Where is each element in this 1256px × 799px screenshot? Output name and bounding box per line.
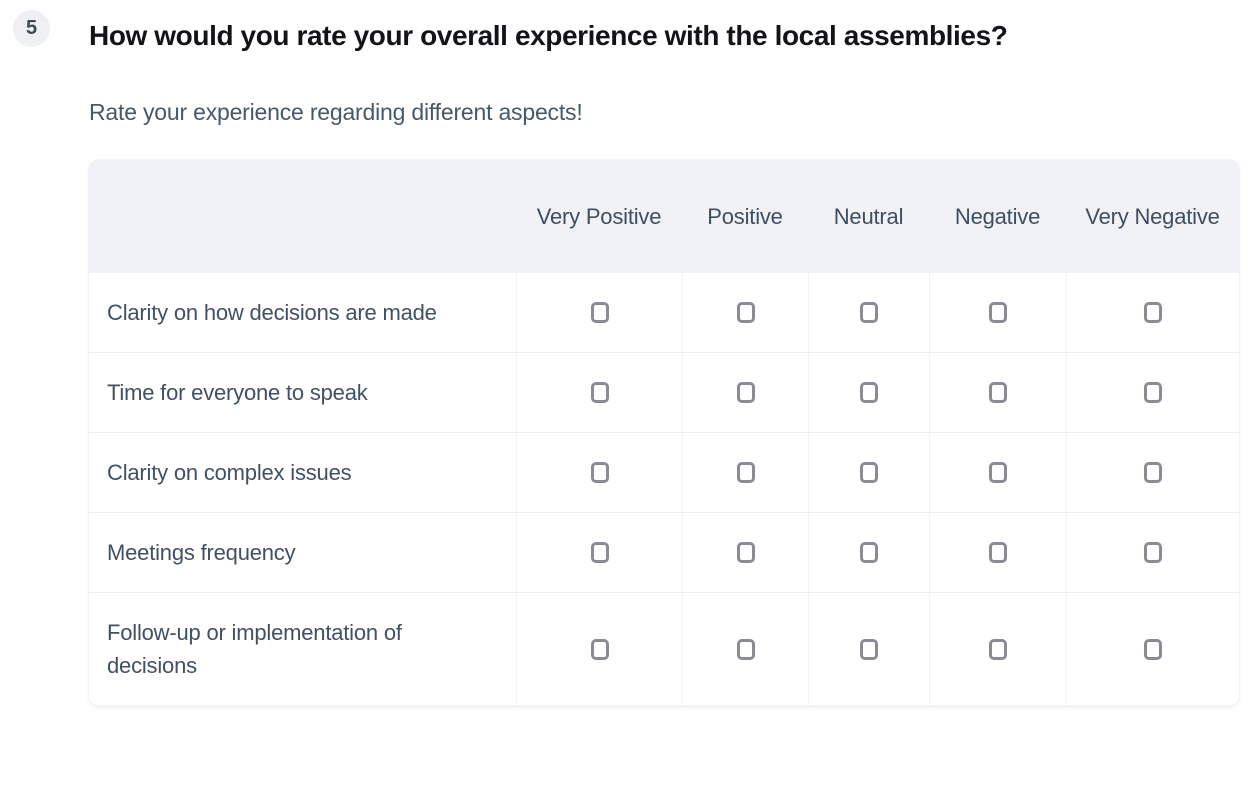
checkbox-row-2-col-2[interactable]: [860, 462, 878, 483]
matrix-corner-cell: [89, 160, 516, 273]
question-title: How would you rate your overall experien…: [89, 20, 1008, 51]
question-number-badge: 5: [13, 10, 50, 47]
checkbox-row-4-col-3[interactable]: [989, 638, 1007, 660]
checkbox-row-1-col-4[interactable]: [1144, 382, 1162, 403]
row-label: Clarity on how decisions are made: [89, 273, 516, 352]
checkbox-row-0-col-2[interactable]: [860, 302, 878, 323]
checkbox-row-2-col-0[interactable]: [590, 462, 609, 483]
matrix-cell: [808, 273, 929, 352]
checkbox-row-1-col-2[interactable]: [860, 382, 878, 403]
matrix-cell: [1066, 432, 1239, 512]
checkbox-row-3-col-1[interactable]: [736, 542, 755, 563]
question-block: How would you rate your overall experien…: [89, 0, 1256, 705]
matrix-cell: [808, 512, 929, 592]
matrix-cell: [808, 352, 929, 432]
matrix-cell: [682, 352, 808, 432]
column-header-negative: Negative: [929, 160, 1066, 273]
column-header-positive: Positive: [682, 160, 808, 273]
checkbox-row-4-col-1[interactable]: [736, 638, 755, 660]
matrix-cell: [682, 592, 808, 705]
matrix-row: Meetings frequency: [89, 512, 1239, 592]
matrix-cell: [1066, 352, 1239, 432]
checkbox-row-4-col-4[interactable]: [1144, 638, 1162, 660]
matrix-cell: [929, 352, 1066, 432]
matrix-cell: [682, 432, 808, 512]
column-header-very-negative: Very Negative: [1066, 160, 1239, 273]
matrix-cell: [682, 512, 808, 592]
checkbox-row-0-col-1[interactable]: [736, 302, 755, 323]
checkbox-row-2-col-3[interactable]: [989, 462, 1007, 483]
matrix-cell: [808, 592, 929, 705]
checkbox-row-2-col-1[interactable]: [736, 462, 755, 483]
column-header-neutral: Neutral: [808, 160, 929, 273]
checkbox-row-3-col-0[interactable]: [590, 542, 609, 563]
matrix-cell: [929, 432, 1066, 512]
matrix-row: Clarity on complex issues: [89, 432, 1239, 512]
matrix-cell: [929, 273, 1066, 352]
matrix-cell: [516, 592, 682, 705]
matrix-cell: [516, 432, 682, 512]
matrix-cell: [516, 512, 682, 592]
matrix-row: Clarity on how decisions are made: [89, 273, 1239, 352]
matrix-cell: [1066, 273, 1239, 352]
checkbox-row-3-col-3[interactable]: [989, 542, 1007, 563]
matrix-header-row: Very Positive Positive Neutral Negative …: [89, 160, 1239, 273]
question-subtitle: Rate your experience regarding different…: [89, 99, 583, 125]
matrix-cell: [516, 352, 682, 432]
matrix-cell: [516, 273, 682, 352]
matrix-cell: [808, 432, 929, 512]
matrix-cell: [682, 273, 808, 352]
matrix-cell: [1066, 512, 1239, 592]
checkbox-row-1-col-1[interactable]: [736, 382, 755, 403]
checkbox-row-3-col-2[interactable]: [860, 542, 878, 563]
rating-matrix-table: Very Positive Positive Neutral Negative …: [89, 160, 1239, 705]
checkbox-row-1-col-3[interactable]: [989, 382, 1007, 403]
checkbox-row-2-col-4[interactable]: [1144, 462, 1162, 483]
rating-matrix-container: Very Positive Positive Neutral Negative …: [89, 160, 1239, 705]
matrix-cell: [929, 592, 1066, 705]
matrix-row: Time for everyone to speak: [89, 352, 1239, 432]
checkbox-row-0-col-3[interactable]: [989, 302, 1007, 323]
row-label: Meetings frequency: [89, 512, 516, 592]
row-label: Follow-up or implementation of decisions: [89, 592, 516, 705]
matrix-cell: [1066, 592, 1239, 705]
row-label: Clarity on complex issues: [89, 432, 516, 512]
row-label: Time for everyone to speak: [89, 352, 516, 432]
checkbox-row-4-col-2[interactable]: [860, 638, 878, 660]
checkbox-row-4-col-0[interactable]: [590, 638, 609, 660]
column-header-very-positive: Very Positive: [516, 160, 682, 273]
matrix-cell: [929, 512, 1066, 592]
checkbox-row-0-col-4[interactable]: [1144, 302, 1162, 323]
matrix-row: Follow-up or implementation of decisions: [89, 592, 1239, 705]
checkbox-row-1-col-0[interactable]: [590, 382, 609, 403]
question-number: 5: [25, 17, 38, 39]
checkbox-row-3-col-4[interactable]: [1144, 542, 1162, 563]
checkbox-row-0-col-0[interactable]: [590, 302, 609, 323]
